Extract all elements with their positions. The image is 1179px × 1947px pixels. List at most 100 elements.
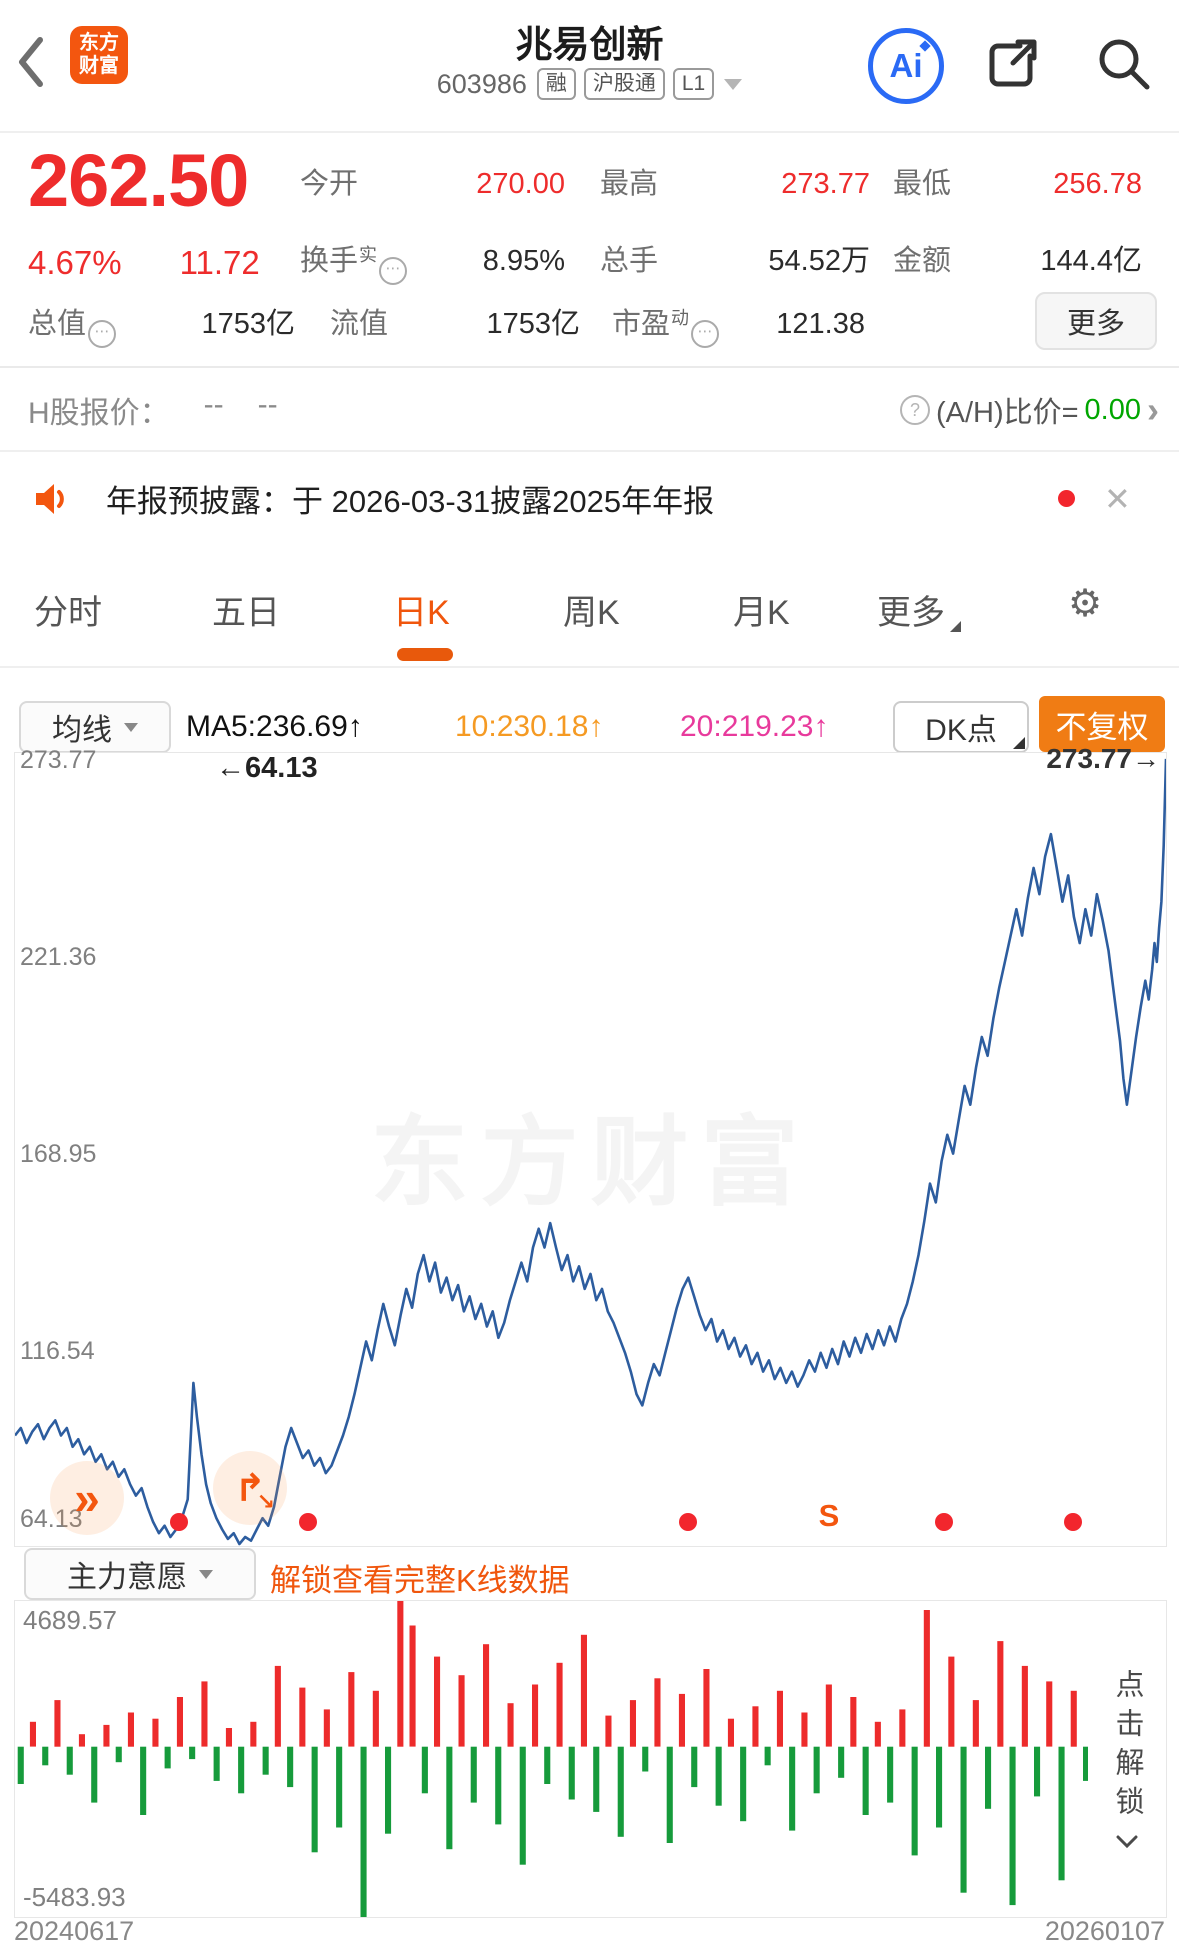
force-bar [740,1746,747,1822]
dk-point-button[interactable]: DK点 [893,701,1029,753]
stock-title: 兆易创新 [515,24,664,65]
share-icon[interactable] [986,36,1040,90]
main-force-chart[interactable]: 4689.57 -5483.93 点击解锁 [14,1600,1167,1918]
force-bar [115,1746,122,1763]
stat-label: 金额 [893,245,952,277]
force-bar [409,1625,416,1747]
hshare-value-1: -- [203,388,224,421]
active-tab-underline [397,648,453,661]
tab-日K[interactable]: 日K [393,594,450,632]
force-bar [568,1746,575,1800]
search-icon[interactable] [1094,34,1154,94]
y-axis-label: 273.77 [20,746,97,774]
tab-月K[interactable]: 月K [733,594,790,632]
stat-cell: 今开 270.00 [300,160,565,202]
stat-label: 总值 ⋯ [28,300,118,348]
tab-分时[interactable]: 分时 [34,594,102,632]
force-bar [997,1641,1004,1747]
stats-row-2: 换手实 ⋯ 8.95% 总手 54.52万 金额 144.4亿 [300,237,1142,285]
force-bar [348,1672,355,1747]
announcement-text: 年报预披露：于 2026-03-31披露2025年年报 [106,484,715,519]
current-price: 262.50 [28,139,249,222]
force-bar [262,1746,269,1775]
indicator-selector[interactable]: 主力意愿 [24,1548,256,1600]
force-bar [703,1669,710,1747]
ah-ratio-value: 0.00 [1084,393,1141,426]
gear-icon[interactable]: ⚙ [1068,583,1103,625]
stat-value: 256.78 [1053,168,1142,200]
stats-row-1: 今开 270.00 最高 273.77 最低 256.78 [300,160,1142,202]
force-bar [164,1746,171,1769]
force-bar [911,1746,918,1856]
announcement-bar[interactable]: 年报预披露：于 2026-03-31披露2025年年报 ✕ [0,452,1179,545]
info-ellipsis-icon[interactable]: ⋯ [691,320,720,348]
ma20-value: 20:219.23↑ [680,710,829,743]
adjust-mode-button[interactable]: 不复权 [1039,696,1165,752]
replay-button[interactable]: ↱ ↘ [213,1451,287,1525]
logo-line2: 财富 [79,55,119,77]
hshare-row[interactable]: H股报价： -- -- ? (A/H)比价= 0.00 › [0,368,1179,452]
stock-code: 603986 [436,68,527,99]
period-tabs: ⚙ 分时 五日 日K 周K 月K 更多 [0,545,1179,668]
force-bar [813,1746,820,1794]
force-bar [495,1746,502,1825]
unlock-overlay[interactable]: 点击解锁 [1088,1601,1166,1917]
force-bar [678,1693,685,1747]
force-bar [140,1746,147,1815]
stat-label: 换手实 ⋯ [300,237,409,285]
close-icon[interactable]: ✕ [1104,480,1131,517]
more-stats-button[interactable]: 更多 [1035,292,1157,350]
stat-value: 8.95% [482,245,565,277]
stat-value: 144.4亿 [1040,245,1142,277]
help-icon[interactable]: ? [899,395,930,425]
replay-arrow-icon: ↱ [234,1467,266,1510]
force-bar [1021,1665,1028,1747]
back-icon[interactable] [16,34,46,90]
tab-更多[interactable]: 更多 [877,585,961,634]
change-absolute: 11.72 [179,244,260,281]
subchart-min-label: -5483.93 [23,1882,126,1912]
event-dot [298,1513,317,1531]
force-bar [642,1746,649,1772]
fast-forward-button[interactable]: » [50,1461,124,1535]
force-bar [764,1746,771,1766]
force-bar [1046,1681,1053,1747]
force-bar [985,1746,992,1809]
force-bar [923,1610,930,1747]
event-dot [1063,1513,1082,1531]
stat-cell: 换手实 ⋯ 8.95% [300,237,565,285]
ai-assistant-icon[interactable]: Ai [868,28,944,104]
force-bar [960,1746,967,1893]
y-axis-label: 168.95 [20,1140,97,1168]
high-annotation: 273.77→ [1046,743,1160,774]
ma-selector[interactable]: 均线 [19,701,171,753]
info-ellipsis-icon[interactable]: ⋯ [379,257,408,285]
stat-label: 今开 [300,168,359,200]
force-bar [666,1746,673,1843]
force-bar [972,1700,979,1747]
tab-五日[interactable]: 五日 [212,594,280,632]
force-bar [1009,1746,1016,1906]
force-bar [617,1746,624,1837]
stat-cell: 总值 ⋯ 1753亿 [28,300,295,348]
event-dot [679,1513,698,1531]
y-axis-label: 116.54 [20,1337,95,1365]
stock-code-row[interactable]: 603986 融沪股通 L1 [0,68,1179,100]
stat-cell: 总手 54.52万 [600,237,870,282]
info-ellipsis-icon[interactable]: ⋯ [88,320,117,348]
eastmoney-logo: 东方 财富 [70,26,128,84]
badge-group: 融沪股通 L1 [536,68,715,100]
price-change-row: 4.67% 11.72 [28,244,260,282]
chevron-right-icon[interactable]: › [1147,389,1159,430]
unlock-link[interactable]: 解锁查看完整K线数据 [270,1563,570,1598]
sell-marker: S [818,1498,840,1533]
force-bar [250,1721,257,1747]
event-dot [169,1513,188,1531]
tab-周K[interactable]: 周K [563,594,620,632]
force-bar [862,1746,869,1815]
stat-label-superscript: 动 [671,308,690,328]
chart-controls: 均线 MA5:236.69↑ 10:230.18↑ 20:219.23↑ DK点… [0,668,1179,753]
force-bar [127,1712,134,1747]
chevron-down-icon[interactable] [724,78,743,90]
